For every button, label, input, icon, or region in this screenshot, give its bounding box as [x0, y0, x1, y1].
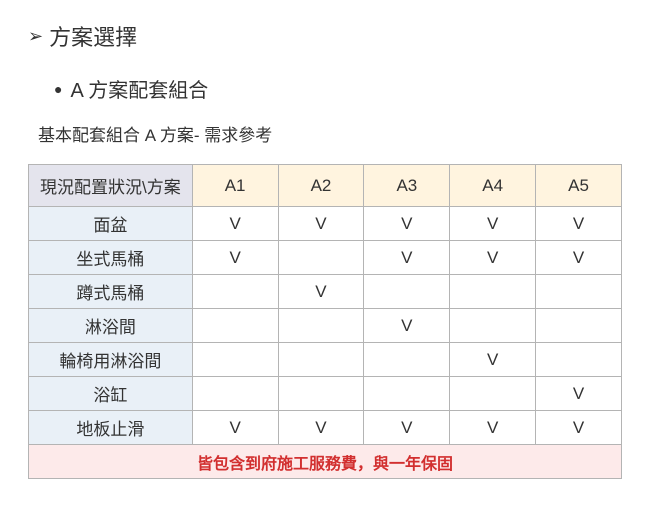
table-row: 蹲式馬桶 V [29, 275, 622, 309]
plan-cell [536, 275, 622, 309]
plan-cell [364, 377, 450, 411]
plan-column-header: A3 [364, 165, 450, 207]
plan-cell [364, 343, 450, 377]
row-label: 蹲式馬桶 [29, 275, 193, 309]
table-footer-note: 皆包含到府施工服務費，與一年保固 [29, 445, 622, 479]
plan-cell [450, 275, 536, 309]
triangle-icon: ➢ [28, 26, 43, 47]
plan-cell: V [536, 207, 622, 241]
plan-cell: V [536, 411, 622, 445]
table-row: 坐式馬桶VVVV [29, 241, 622, 275]
table-caption: 基本配套組合 A 方案- 需求參考 [38, 121, 622, 146]
row-label: 坐式馬桶 [29, 241, 193, 275]
plan-cell [450, 377, 536, 411]
plan-cell [278, 241, 364, 275]
plan-cell [450, 309, 536, 343]
plan-cell [192, 309, 278, 343]
plan-cell: V [450, 411, 536, 445]
plan-column-header: A2 [278, 165, 364, 207]
table-corner-cell: 現況配置狀況\方案 [29, 165, 193, 207]
row-label: 輪椅用淋浴間 [29, 343, 193, 377]
plan-column-header: A1 [192, 165, 278, 207]
plan-cell: V [278, 411, 364, 445]
row-label: 地板止滑 [29, 411, 193, 445]
plan-column-header: A5 [536, 165, 622, 207]
bullet-icon: ● [54, 81, 62, 97]
plan-cell: V [192, 207, 278, 241]
plan-cell [536, 343, 622, 377]
row-label: 浴缸 [29, 377, 193, 411]
plan-cell [536, 309, 622, 343]
plan-comparison-table: 現況配置狀況\方案A1A2A3A4A5 面盆VVVVV坐式馬桶VVVV蹲式馬桶V… [28, 164, 622, 479]
row-label: 淋浴間 [29, 309, 193, 343]
plan-cell: V [278, 275, 364, 309]
plan-cell: V [192, 241, 278, 275]
plan-cell: V [450, 207, 536, 241]
plan-cell [364, 275, 450, 309]
plan-cell [192, 275, 278, 309]
table-row: 輪椅用淋浴間 V [29, 343, 622, 377]
plan-cell: V [364, 411, 450, 445]
plan-cell: V [364, 309, 450, 343]
plan-cell [278, 343, 364, 377]
plan-cell: V [450, 343, 536, 377]
plan-cell: V [536, 377, 622, 411]
subsection-heading: ● A 方案配套組合 [54, 74, 622, 103]
plan-cell [192, 343, 278, 377]
plan-cell: V [364, 241, 450, 275]
plan-cell: V [278, 207, 364, 241]
plan-cell: V [192, 411, 278, 445]
plan-cell: V [364, 207, 450, 241]
table-row: 面盆VVVVV [29, 207, 622, 241]
plan-cell: V [536, 241, 622, 275]
table-row: 淋浴間 V [29, 309, 622, 343]
row-label: 面盆 [29, 207, 193, 241]
section-heading: ➢ 方案選擇 [28, 20, 622, 52]
plan-cell [192, 377, 278, 411]
plan-cell [278, 377, 364, 411]
section-heading-text: 方案選擇 [49, 20, 137, 52]
plan-column-header: A4 [450, 165, 536, 207]
table-row: 地板止滑VVVVV [29, 411, 622, 445]
plan-cell [278, 309, 364, 343]
subsection-heading-text: A 方案配套組合 [70, 74, 208, 103]
plan-cell: V [450, 241, 536, 275]
table-row: 浴缸 V [29, 377, 622, 411]
